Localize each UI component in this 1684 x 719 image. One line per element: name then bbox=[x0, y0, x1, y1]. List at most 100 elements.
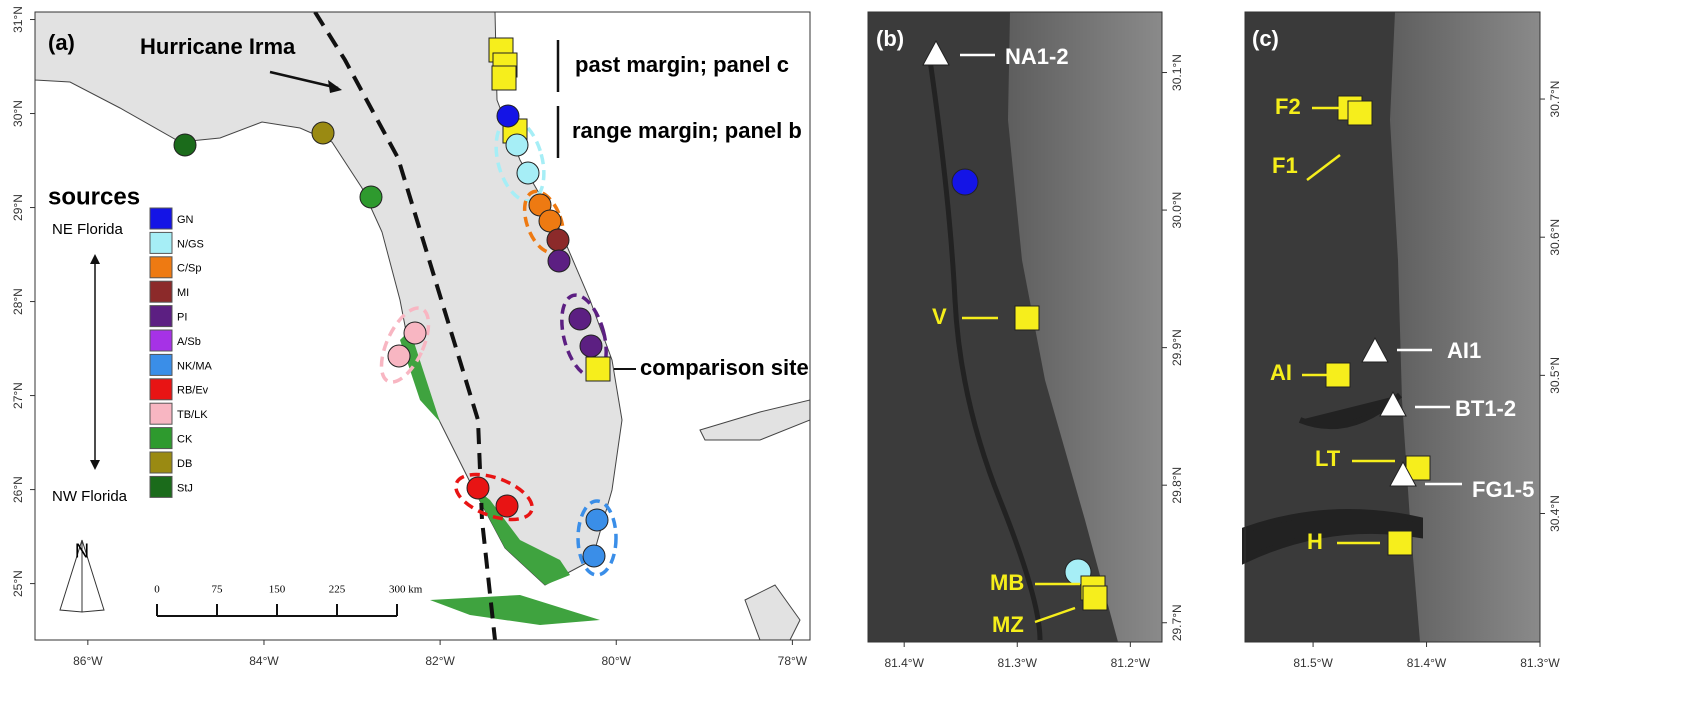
legend-label: StJ bbox=[177, 482, 193, 494]
scale-label: 0 bbox=[154, 584, 160, 596]
site-square bbox=[1083, 586, 1107, 610]
y-tick-label: 30.5°N bbox=[1548, 357, 1562, 394]
y-tick-label: 29.8°N bbox=[1170, 467, 1184, 504]
x-tick-label: 80°W bbox=[602, 654, 632, 668]
x-tick-label: 84°W bbox=[249, 654, 279, 668]
y-tick-label: 30.4°N bbox=[1548, 495, 1562, 532]
site-circle bbox=[360, 186, 382, 208]
page: (a) Hurricane Irma past margin; panel c … bbox=[0, 0, 1684, 719]
site-label: FG1-5 bbox=[1472, 477, 1534, 502]
legend-swatch bbox=[150, 428, 172, 449]
panel-label: (b) bbox=[876, 26, 904, 51]
x-tick-label: 86°W bbox=[73, 654, 103, 668]
site-label: BT1-2 bbox=[1455, 396, 1516, 421]
panel-label: (c) bbox=[1252, 26, 1279, 51]
site-label: H bbox=[1307, 529, 1323, 554]
legend-label: A/Sb bbox=[177, 336, 201, 348]
legend-label: CK bbox=[177, 434, 193, 446]
y-tick-label: 29°N bbox=[11, 194, 25, 221]
site-circle bbox=[388, 345, 410, 367]
legend-label: NK/MA bbox=[177, 360, 213, 372]
site-square bbox=[1388, 531, 1412, 555]
site-circle bbox=[952, 169, 978, 195]
figure: (a) Hurricane Irma past margin; panel c … bbox=[0, 0, 1684, 719]
y-tick-label: 25°N bbox=[11, 570, 25, 597]
site-label: MB bbox=[990, 570, 1024, 595]
legend-label: MI bbox=[177, 287, 189, 299]
legend-swatch bbox=[150, 208, 172, 229]
site-circle bbox=[517, 162, 539, 184]
y-tick-label: 29.9°N bbox=[1170, 329, 1184, 366]
site-square bbox=[492, 66, 516, 90]
y-tick-label: 30.1°N bbox=[1170, 54, 1184, 91]
site-circle bbox=[497, 105, 519, 127]
x-tick-label: 81.3°W bbox=[1520, 656, 1560, 670]
legend-note: NE Florida bbox=[52, 221, 124, 238]
site-circle bbox=[312, 122, 334, 144]
legend-swatch bbox=[150, 257, 172, 278]
legend-note: NW Florida bbox=[52, 488, 128, 505]
legend-swatch bbox=[150, 232, 172, 253]
annotation: Hurricane Irma bbox=[140, 34, 296, 59]
legend-label: RB/Ev bbox=[177, 385, 209, 397]
site-label: MZ bbox=[992, 612, 1024, 637]
legend-label: PI bbox=[177, 312, 187, 324]
site-circle bbox=[548, 250, 570, 272]
site-circle bbox=[569, 308, 591, 330]
x-tick-label: 82°W bbox=[425, 654, 455, 668]
site-square bbox=[1015, 306, 1039, 330]
site-square bbox=[586, 357, 610, 381]
site-circle bbox=[404, 322, 426, 344]
site-circle bbox=[496, 495, 518, 517]
site-label: LT bbox=[1315, 446, 1341, 471]
legend-label: C/Sp bbox=[177, 263, 201, 275]
y-tick-label: 29.7°N bbox=[1170, 604, 1184, 641]
x-tick-label: 81.4°W bbox=[884, 656, 924, 670]
x-tick-label: 78°W bbox=[778, 654, 808, 668]
annotation: past margin; panel c bbox=[575, 52, 789, 77]
site-label: F2 bbox=[1275, 94, 1301, 119]
legend-swatch bbox=[150, 379, 172, 400]
legend-swatch bbox=[150, 330, 172, 351]
y-tick-label: 26°N bbox=[11, 476, 25, 503]
north-label: N bbox=[75, 540, 89, 562]
site-label: F1 bbox=[1272, 153, 1298, 178]
legend-swatch bbox=[150, 476, 172, 497]
legend-label: DB bbox=[177, 458, 192, 470]
scale-label: 300 km bbox=[389, 584, 423, 596]
scale-label: 150 bbox=[269, 584, 286, 596]
site-circle bbox=[506, 134, 528, 156]
scale-label: 225 bbox=[329, 584, 346, 596]
legend-label: N/GS bbox=[177, 238, 204, 250]
site-circle bbox=[586, 509, 608, 531]
site-label: V bbox=[932, 304, 947, 329]
legend-title: sources bbox=[48, 183, 140, 210]
legend-label: TB/LK bbox=[177, 409, 208, 421]
site-label: AI1 bbox=[1447, 338, 1481, 363]
site-circle bbox=[580, 335, 602, 357]
annotation: range margin; panel b bbox=[572, 118, 802, 143]
x-tick-label: 81.5°W bbox=[1293, 656, 1333, 670]
site-label: AI bbox=[1270, 360, 1292, 385]
panel-label: (a) bbox=[48, 30, 75, 55]
site-circle bbox=[467, 477, 489, 499]
x-tick-label: 81.2°W bbox=[1111, 656, 1151, 670]
y-tick-label: 28°N bbox=[11, 288, 25, 315]
legend-swatch bbox=[150, 306, 172, 327]
site-label: NA1-2 bbox=[1005, 44, 1069, 69]
scale-label: 75 bbox=[212, 584, 224, 596]
y-tick-label: 30.6°N bbox=[1548, 219, 1562, 256]
x-tick-label: 81.4°W bbox=[1407, 656, 1447, 670]
y-tick-label: 30°N bbox=[11, 100, 25, 127]
legend-swatch bbox=[150, 281, 172, 302]
legend-swatch bbox=[150, 452, 172, 473]
legend-swatch bbox=[150, 403, 172, 424]
y-tick-label: 30.0°N bbox=[1170, 192, 1184, 229]
site-circle bbox=[174, 134, 196, 156]
legend-label: GN bbox=[177, 214, 194, 226]
y-tick-label: 27°N bbox=[11, 382, 25, 409]
site-square bbox=[1348, 101, 1372, 125]
annotation: comparison site bbox=[640, 355, 809, 380]
x-tick-label: 81.3°W bbox=[998, 656, 1038, 670]
y-tick-label: 31°N bbox=[11, 6, 25, 33]
